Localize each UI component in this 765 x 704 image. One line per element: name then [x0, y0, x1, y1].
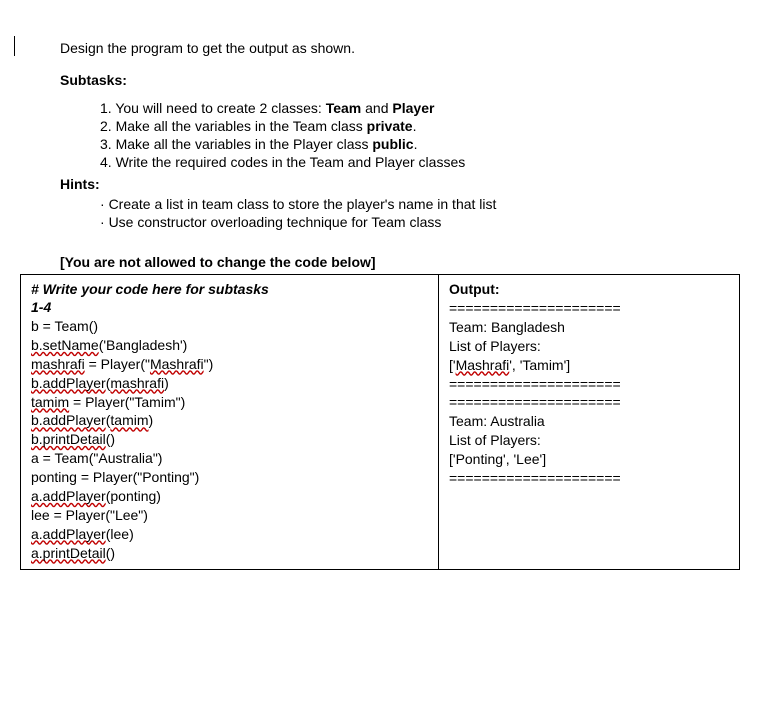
no-change-heading: [You are not allowed to change the code … [60, 254, 745, 270]
subtask-1: 1. You will need to create 2 classes: Te… [100, 100, 745, 116]
subtask-4-text: Write the required codes in the Team and… [116, 154, 466, 170]
code-l9: ponting = Player("Ponting") [31, 468, 428, 487]
code-l2-arg: ('Bangladesh') [99, 337, 188, 353]
subtask-2-post: . [413, 118, 417, 134]
output-header: Output: [449, 281, 729, 297]
code-l1: b = Team() [31, 317, 428, 336]
code-l6-d: ) [149, 412, 154, 428]
code-l10: a.addPlayer(ponting) [31, 487, 428, 506]
subtask-1-team: Team [326, 100, 362, 116]
output-sep-3: ===================== [449, 393, 729, 412]
hint-1: Create a list in team class to store the… [100, 196, 745, 212]
output-sep-1: ===================== [449, 299, 729, 318]
hints-list: Create a list in team class to store the… [60, 196, 745, 230]
code-l3-name: Mashrafi [150, 356, 204, 372]
code-l7: b.printDetail() [31, 430, 428, 449]
code-l7-fn: b.printDetail [31, 431, 106, 447]
output-sep-4: ===================== [449, 469, 729, 488]
hint-2-text: Use constructor overloading technique fo… [109, 214, 442, 230]
code-l13: a.printDetail() [31, 544, 428, 563]
code-l10-fn: a.addPlayer [31, 488, 106, 504]
hint-2: Use constructor overloading technique fo… [100, 214, 745, 230]
code-l3-d: ") [204, 356, 214, 372]
code-l3: mashrafi = Player("Mashrafi") [31, 355, 428, 374]
output-list-label-1: List of Players: [449, 337, 729, 356]
code-l3-var: mashrafi [31, 356, 85, 372]
intro-text: Design the program to get the output as … [60, 40, 745, 56]
code-l2-setname: b.setName [31, 337, 99, 353]
code-l11: lee = Player("Lee") [31, 506, 428, 525]
output-list-label-2: List of Players: [449, 431, 729, 450]
code-header-l1: # Write your code here for subtasks [31, 281, 428, 297]
code-l4-arg: mashrafi [110, 375, 164, 391]
subtask-2-pre: Make all the variables in the Team class [116, 118, 367, 134]
code-l8: a = Team("Australia") [31, 449, 428, 468]
output-players-1: ['Mashrafi', 'Tamim'] [449, 356, 729, 375]
subtasks-heading: Subtasks: [60, 72, 745, 88]
out3b: Mashrafi [456, 357, 510, 373]
subtask-3-public: public [372, 136, 413, 152]
code-l5-rest: = Player("Tamim") [69, 394, 185, 410]
code-l6-fn: b.addPlayer [31, 412, 106, 428]
subtask-2: 2. Make all the variables in the Team cl… [100, 118, 745, 134]
code-l4-fn: b.addPlayer [31, 375, 106, 391]
code-l13-b: () [106, 545, 115, 561]
code-l5: tamim = Player("Tamim") [31, 393, 428, 412]
output-column: Output: ===================== Team: Bang… [439, 275, 739, 569]
code-l6: b.addPlayer(tamim) [31, 411, 428, 430]
code-l4: b.addPlayer(mashrafi) [31, 374, 428, 393]
document-page: Design the program to get the output as … [0, 0, 765, 590]
out3c: ', 'Tamim'] [509, 357, 570, 373]
subtask-1-mid: and [361, 100, 392, 116]
subtask-3-pre: Make all the variables in the Player cla… [116, 136, 373, 152]
code-output-table: # Write your code here for subtasks 1-4 … [20, 274, 740, 570]
code-l10-b: (ponting) [106, 488, 161, 504]
subtask-2-private: private [367, 118, 413, 134]
code-l6-arg: tamim [110, 412, 148, 428]
code-l2: b.setName('Bangladesh') [31, 336, 428, 355]
hint-1-text: Create a list in team class to store the… [109, 196, 497, 212]
subtask-3-post: . [414, 136, 418, 152]
output-sep-2: ===================== [449, 375, 729, 394]
output-players-2: ['Ponting', 'Lee'] [449, 450, 729, 469]
subtask-1-player: Player [392, 100, 434, 116]
code-header-l2: 1-4 [31, 299, 428, 315]
hints-heading: Hints: [60, 176, 745, 192]
subtask-3: 3. Make all the variables in the Player … [100, 136, 745, 152]
code-l3-b: = Player(" [85, 356, 150, 372]
code-l4-d: ) [164, 375, 169, 391]
code-l7-b: () [106, 431, 115, 447]
output-team-2: Team: Australia [449, 412, 729, 431]
code-l12: a.addPlayer(lee) [31, 525, 428, 544]
output-team-1: Team: Bangladesh [449, 318, 729, 337]
code-column: # Write your code here for subtasks 1-4 … [21, 275, 439, 569]
subtask-1-pre: You will need to create 2 classes: [115, 100, 325, 116]
text-cursor [14, 36, 15, 56]
code-l12-b: (lee) [106, 526, 134, 542]
code-l5-var: tamim [31, 394, 69, 410]
code-l12-fn: a.addPlayer [31, 526, 106, 542]
code-l13-fn: a.printDetail [31, 545, 106, 561]
subtask-4: 4. Write the required codes in the Team … [100, 154, 745, 170]
subtasks-list: 1. You will need to create 2 classes: Te… [60, 100, 745, 170]
